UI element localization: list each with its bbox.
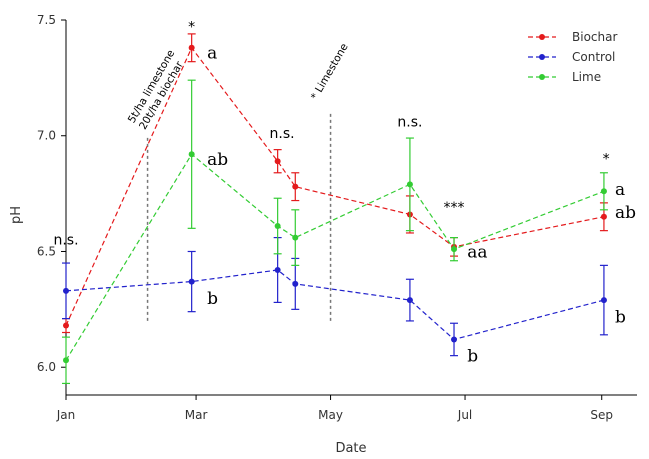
data-point (600, 297, 607, 304)
axes: 6.0 6.5 7.0 7.5 Jan Mar May Jul Sep (37, 13, 637, 422)
significance-letter: ab (207, 150, 228, 170)
x-tick-label: May (318, 408, 343, 422)
data-point (451, 336, 458, 343)
y-tick-label: 7.5 (37, 13, 56, 27)
significance-letter: b (207, 289, 218, 309)
data-point (188, 278, 195, 285)
legend-swatch-point (539, 34, 545, 40)
legend-swatch-point (539, 54, 545, 60)
x-axis-label: Date (335, 441, 366, 456)
significance-letter: b (467, 347, 478, 367)
data-point (274, 158, 281, 165)
x-tick-label: Mar (185, 408, 208, 422)
series-lime (62, 79, 608, 385)
significance-marker: n.s. (53, 233, 78, 249)
data-point (292, 280, 299, 287)
significance-letter: ab (615, 203, 636, 223)
legend-swatch-point (539, 74, 545, 80)
series-control (62, 236, 608, 357)
y-tick-label: 7.0 (37, 129, 56, 143)
data-point (451, 246, 458, 253)
event-label: * Limestone (309, 41, 351, 102)
data-point (63, 287, 69, 294)
y-tick-label: 6.0 (37, 360, 56, 374)
data-point (63, 357, 69, 364)
data-point (188, 44, 195, 51)
data-point (188, 151, 195, 158)
data-point (600, 188, 607, 195)
significance-marker: *** (444, 200, 465, 216)
event-label-group: * Limestone (309, 41, 351, 102)
series-biochar (62, 33, 608, 334)
y-axis-label: pH (9, 206, 24, 224)
data-point (600, 213, 607, 220)
data-point (274, 223, 281, 230)
data-point (274, 267, 281, 273)
x-tick-label: Jul (457, 408, 472, 422)
series-layer (62, 33, 608, 385)
legend-label: Biochar (572, 30, 617, 44)
significance-letter: a (207, 43, 217, 63)
legend: Biochar Control Lime (528, 30, 617, 84)
y-tick-label: 6.5 (37, 244, 56, 258)
x-tick-label: Jan (56, 408, 76, 422)
x-tick-label: Sep (590, 408, 613, 422)
data-point (406, 181, 413, 188)
legend-label: Lime (572, 70, 601, 84)
data-point (63, 322, 69, 329)
significance-marker: * (603, 152, 610, 168)
series-line (65, 153, 605, 361)
significance-marker: n.s. (270, 126, 295, 142)
significance-letter: a (615, 180, 625, 200)
significance-marker: n.s. (397, 114, 422, 130)
significance-letter: b (615, 307, 626, 327)
series-line (65, 269, 605, 341)
legend-label: Control (572, 50, 615, 64)
significance-marker: * (188, 20, 195, 36)
data-point (292, 183, 299, 190)
data-point (292, 234, 299, 241)
data-point (406, 297, 413, 304)
significance-letter: aa (467, 242, 487, 262)
